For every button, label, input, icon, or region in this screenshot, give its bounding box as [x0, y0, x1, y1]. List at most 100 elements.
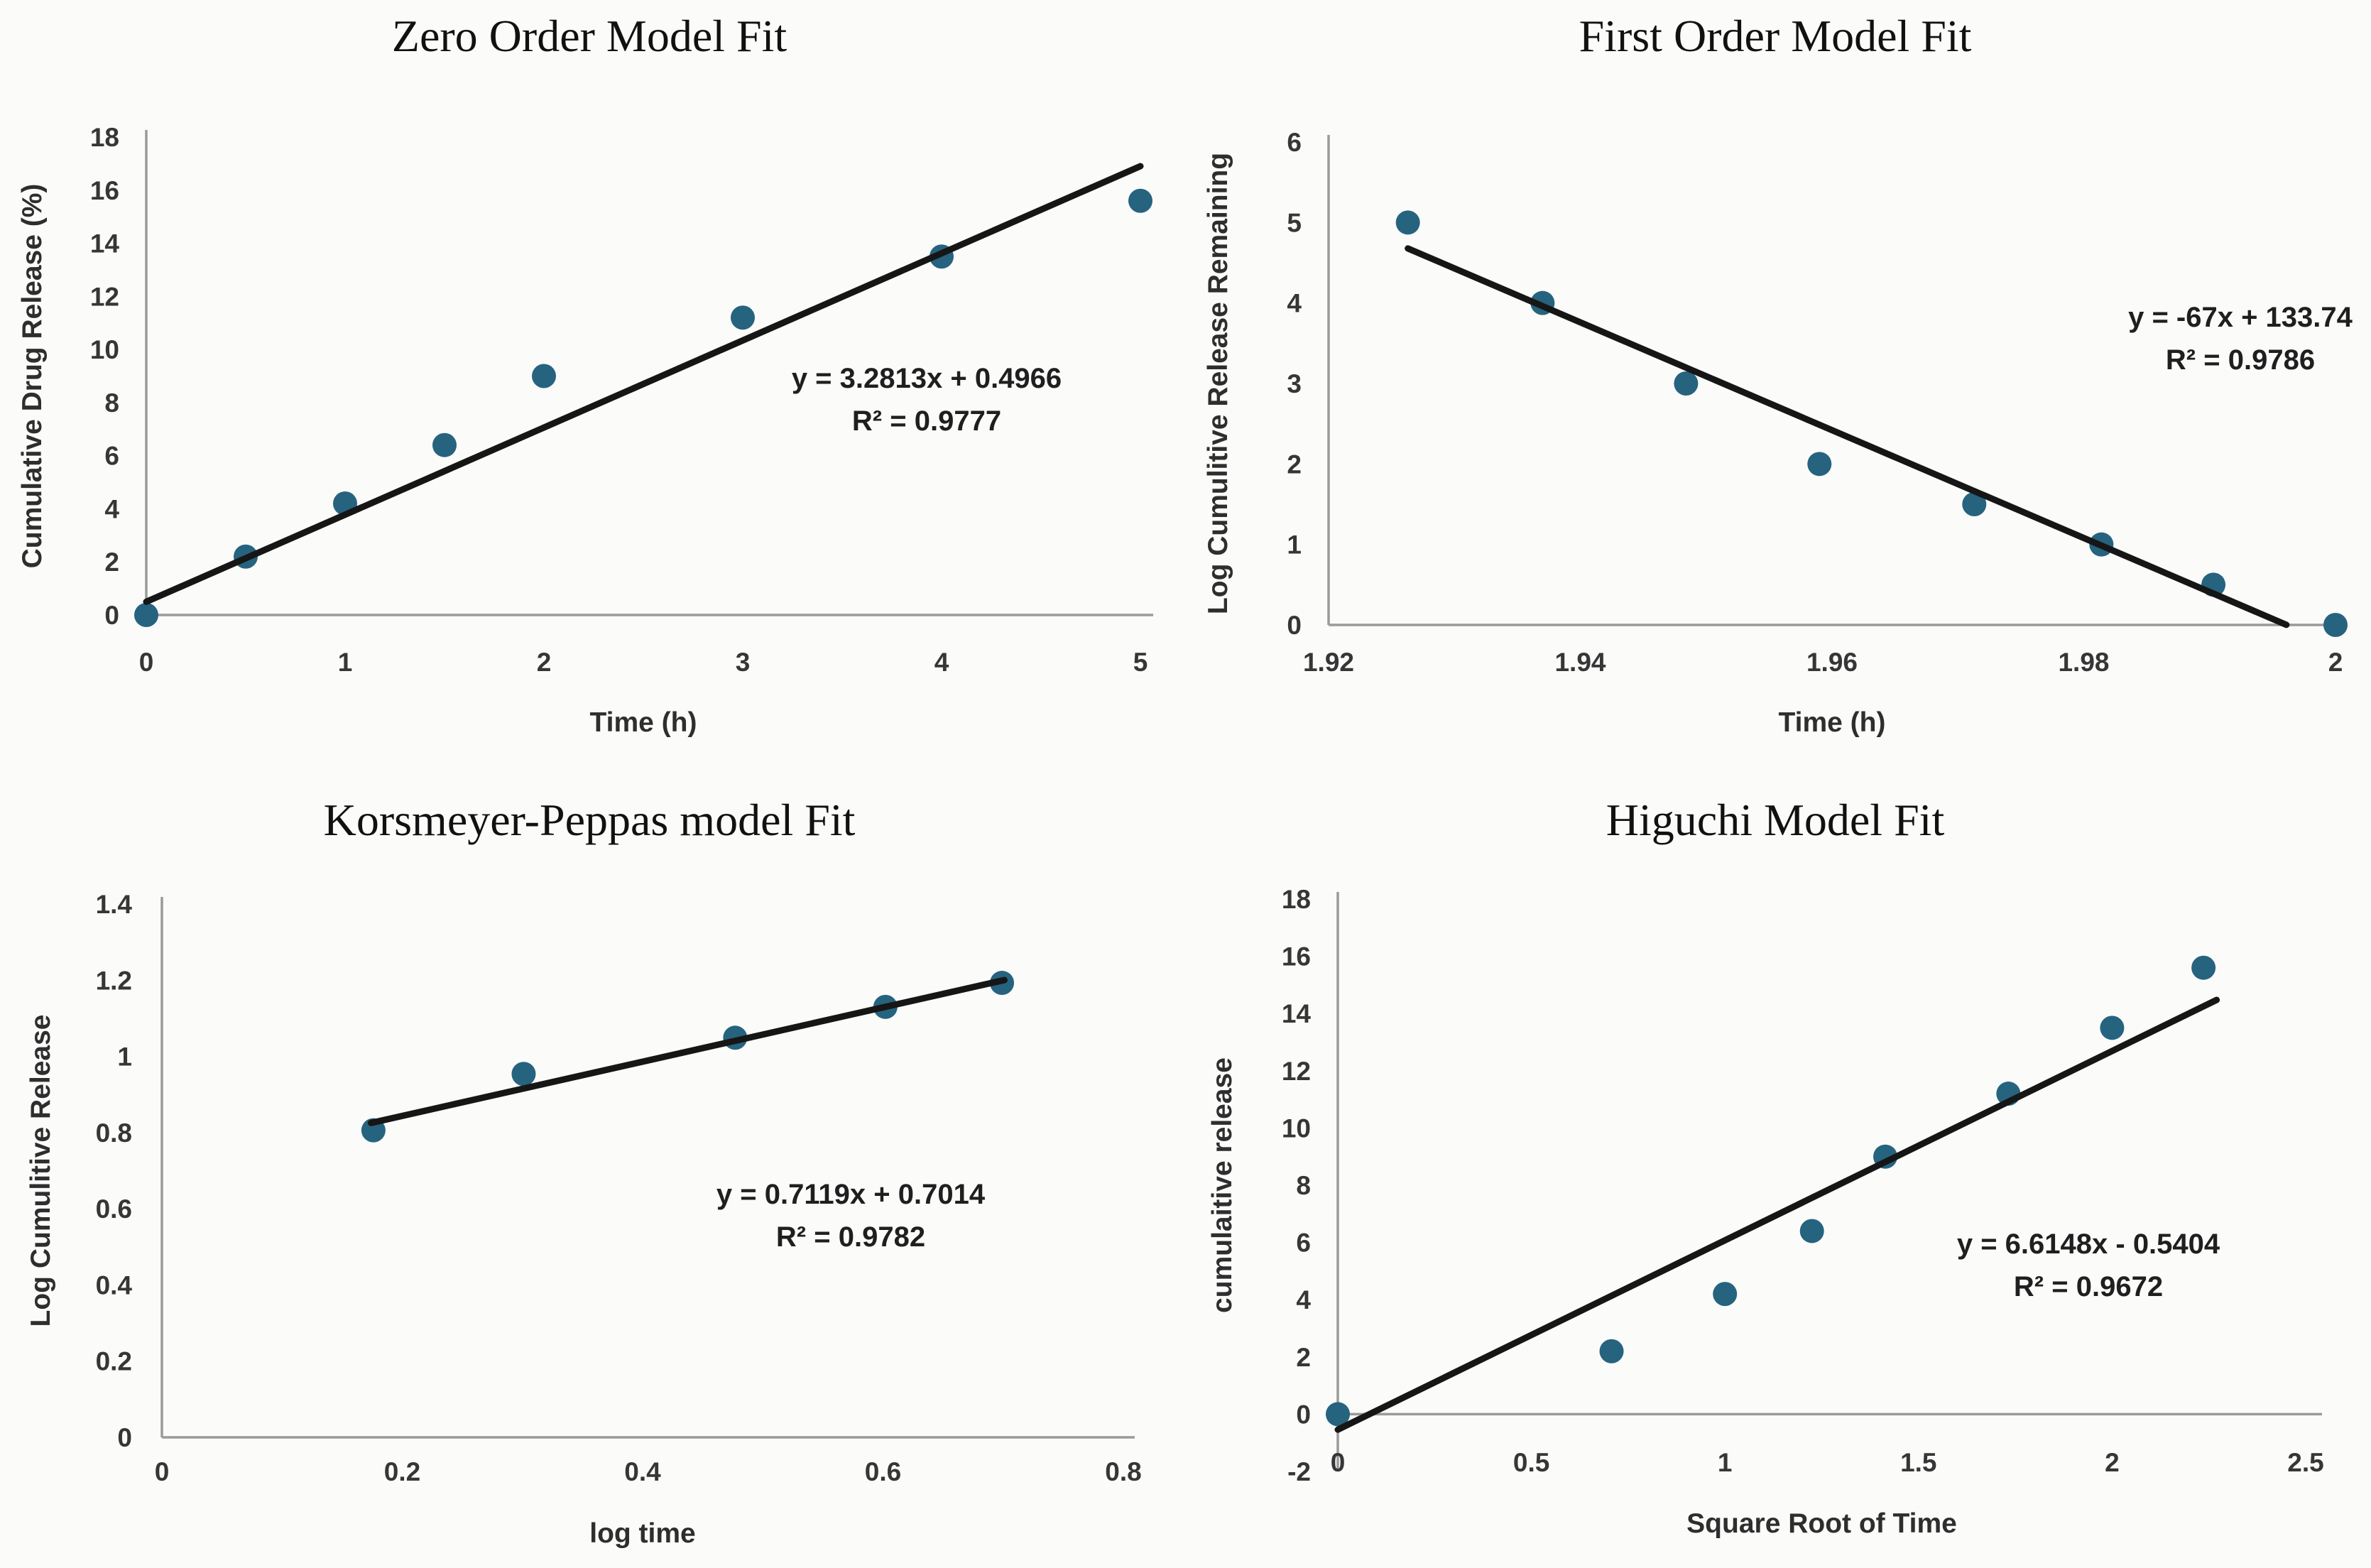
y-tick-label: 6	[1296, 1229, 1311, 1258]
trendline-equation: y = -67x + 133.74	[2128, 302, 2353, 333]
zero-order-chart-panel: Zero Order Model Fit 0 1 2 3 4 5 0 2 4 6 8 10 12 14 16…	[0, 0, 1185, 784]
x-tick-label: 2	[2328, 648, 2343, 677]
data-point	[134, 603, 158, 627]
data-point	[1128, 188, 1152, 213]
x-tick-label: 0	[155, 1457, 170, 1486]
y-tick-label: 6	[1287, 128, 1302, 157]
trendline	[143, 163, 1144, 605]
x-tick-label: 2.5	[2287, 1448, 2323, 1477]
x-axis-title: Time (h)	[1779, 707, 1886, 738]
y-tick-label: 16	[1282, 942, 1311, 971]
y-tick-label: 0.6	[96, 1194, 132, 1224]
data-point	[511, 1062, 536, 1087]
data-point	[2191, 955, 2216, 980]
y-tick-label: 0	[117, 1423, 132, 1452]
y-tick-label: 4	[104, 494, 119, 523]
y-tick-label: 8	[104, 388, 119, 418]
y-tick-label: 2	[104, 548, 119, 577]
r-squared-value: R² = 0.9672	[2014, 1271, 2163, 1302]
y-axis-title: Log Cumulitive Release Remaining	[1203, 153, 1233, 614]
y-tick-label: 0	[1296, 1400, 1311, 1429]
y-tick-label: 12	[90, 282, 119, 311]
y-tick-label: 0	[1287, 611, 1302, 640]
first-order-plot: 1.92 1.94 1.96 1.98 2 0 1 2 3 4 5 6 Time (h) Log Cumu…	[1203, 128, 2353, 738]
data-point	[731, 305, 755, 330]
y-tick-label: 1.4	[96, 890, 133, 919]
chart-title: First Order Model Fit	[1579, 11, 1972, 61]
higuchi-chart-panel: Higuchi Model Fit 0 0.5 1 1.5 2 2.5 -2 0 2 4 6 8 10 1…	[1186, 784, 2371, 1568]
x-tick-label: 1.96	[1806, 648, 1858, 677]
y-tick-label: 1	[1287, 530, 1302, 560]
korsmeyer-peppas-chart-panel: Korsmeyer-Peppas model Fit 0 0.2 0.4 0.6 0.8…	[0, 784, 1185, 1568]
y-tick-label: 18	[90, 123, 119, 152]
trendline-equation: y = 3.2813x + 0.4966	[792, 363, 1062, 394]
data-point	[2323, 613, 2348, 637]
first-order-chart-panel: First Order Model Fit 1.92 1.94 1.96 1.98 2 0…	[1186, 0, 2371, 784]
data-point	[2100, 1016, 2125, 1040]
x-tick-label: 0.4	[624, 1457, 661, 1486]
y-tick-label: 14	[90, 229, 120, 258]
x-tick-label: 2	[537, 648, 552, 677]
y-tick-label: 14	[1282, 999, 1312, 1028]
x-tick-label: 0.6	[865, 1457, 901, 1486]
x-tick-label: 0.5	[1513, 1448, 1549, 1477]
data-point	[432, 432, 457, 457]
y-tick-label: 2	[1287, 450, 1302, 479]
y-tick-label: 2	[1296, 1343, 1311, 1372]
y-tick-label: 1.2	[96, 966, 132, 995]
x-tick-label: 0	[1331, 1448, 1346, 1477]
x-tick-label: 5	[1133, 648, 1148, 677]
y-tick-label: 0.2	[96, 1347, 132, 1376]
y-tick-label: 10	[1282, 1114, 1311, 1143]
y-axis-title: Cumulative Drug Release (%)	[17, 184, 48, 569]
y-tick-label: 18	[1282, 885, 1311, 914]
data-point	[1674, 371, 1699, 396]
y-tick-label: 4	[1287, 289, 1302, 318]
y-tick-label: -2	[1287, 1457, 1311, 1486]
trendline-equation: y = 6.6148x - 0.5404	[1957, 1229, 2220, 1260]
x-tick-label: 1	[1718, 1448, 1733, 1477]
data-point	[1962, 492, 1987, 516]
data-point	[1599, 1339, 1624, 1363]
y-axis-title: cumulaitive release	[1207, 1057, 1238, 1313]
higuchi-plot: 0 0.5 1 1.5 2 2.5 -2 0 2 4 6 8 10 12 14 16 18 Square Root…	[1207, 885, 2324, 1539]
y-tick-label: 12	[1282, 1057, 1311, 1086]
y-tick-label: 3	[1287, 369, 1302, 398]
data-point	[1713, 1282, 1738, 1307]
data-point	[1799, 1219, 1824, 1243]
trendline	[1405, 245, 2290, 628]
r-squared-value: R² = 0.9777	[852, 405, 1001, 437]
x-tick-label: 2	[2105, 1448, 2120, 1477]
x-tick-label: 1.98	[2058, 648, 2109, 677]
chart-title: Higuchi Model Fit	[1606, 795, 1945, 845]
trendline-equation: y = 0.7119x + 0.7014	[716, 1179, 986, 1210]
y-tick-label: 1	[117, 1042, 132, 1072]
x-axis-title: log time	[589, 1518, 696, 1549]
x-tick-label: 0.8	[1105, 1457, 1141, 1486]
trendline	[1334, 996, 2220, 1433]
x-tick-label: 3	[736, 648, 751, 677]
y-tick-label: 0.4	[96, 1270, 133, 1300]
r-squared-value: R² = 0.9782	[776, 1221, 925, 1253]
data-point	[1807, 452, 1832, 477]
korsmeyer-peppas-plot: 0 0.2 0.4 0.6 0.8 0 0.2 0.4 0.6 0.8 1 1.2 1.4 log tim…	[26, 890, 1142, 1549]
x-tick-label: 1.94	[1554, 648, 1606, 677]
chart-title: Zero Order Model Fit	[391, 11, 787, 61]
y-tick-label: 0.8	[96, 1118, 132, 1148]
data-point	[1395, 210, 1420, 235]
data-point	[532, 364, 556, 388]
x-tick-label: 0	[139, 648, 154, 677]
x-tick-label: 1.92	[1303, 648, 1354, 677]
trendline	[367, 976, 1008, 1126]
y-tick-label: 6	[104, 442, 119, 471]
x-tick-label: 0.2	[384, 1457, 420, 1486]
data-point	[1326, 1402, 1350, 1427]
x-tick-label: 1.5	[1900, 1448, 1936, 1477]
y-tick-label: 10	[90, 335, 119, 364]
y-tick-label: 4	[1296, 1285, 1311, 1314]
y-tick-label: 8	[1296, 1171, 1311, 1200]
x-tick-label: 4	[934, 648, 949, 677]
x-axis-title: Square Root of Time	[1686, 1508, 1957, 1539]
